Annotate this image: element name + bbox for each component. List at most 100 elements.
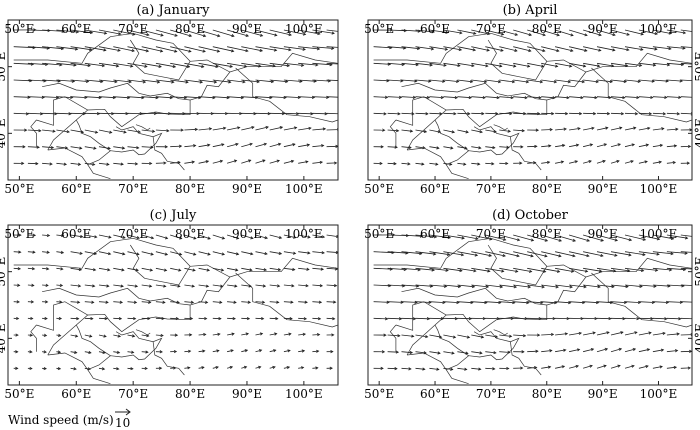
wind-vector <box>680 46 692 48</box>
wind-vector <box>269 365 276 369</box>
wind-vector <box>283 251 297 255</box>
lon-tick-label-top: 60°E <box>61 227 91 241</box>
wind-vector <box>241 349 249 353</box>
wind-vector <box>513 96 528 100</box>
wind-vector <box>652 143 664 148</box>
wind-vector <box>312 160 324 164</box>
wind-vector <box>373 366 384 370</box>
wind-vector <box>198 143 211 148</box>
wind-vector <box>227 111 243 116</box>
wind-vector <box>127 146 140 150</box>
wind-vector <box>184 46 206 53</box>
wind-vector <box>387 129 400 133</box>
wind-vector <box>499 316 514 321</box>
wind-vector <box>415 62 433 67</box>
wind-vector <box>127 316 137 321</box>
legend-arrowhead <box>125 408 131 416</box>
lon-tick-label-bottom: 90°E <box>232 182 262 196</box>
wind-vector <box>555 365 566 369</box>
wind-vector <box>269 284 281 288</box>
wind-vector <box>387 79 404 83</box>
wind-vector <box>610 317 626 321</box>
lon-tick-label-top: 70°E <box>476 22 506 36</box>
wind-vector <box>84 79 104 84</box>
wind-vector <box>624 317 640 321</box>
wind-vector <box>666 46 686 50</box>
wind-vector <box>298 284 309 288</box>
wind-vector <box>624 95 640 100</box>
wind-vector <box>443 162 453 166</box>
wind-vector <box>113 79 132 84</box>
wind-vector <box>56 350 62 354</box>
wind-vector <box>638 348 651 353</box>
wind-vector <box>443 95 459 100</box>
wind-vector <box>241 112 257 116</box>
wind-vector <box>387 317 403 321</box>
wind-vector <box>241 284 252 288</box>
wind-vector <box>541 332 555 337</box>
wind-vector <box>198 300 209 304</box>
wind-vector <box>255 284 267 288</box>
wind-vector <box>401 251 423 256</box>
wind-vector <box>326 128 338 132</box>
wind-vector <box>429 300 446 305</box>
wind-vector <box>457 162 467 166</box>
wind-vector <box>84 234 98 239</box>
wind-vector <box>13 112 30 116</box>
wind-vector <box>170 62 191 69</box>
country-border <box>87 164 111 180</box>
wind-vector <box>541 96 556 100</box>
wind-vector <box>429 112 443 116</box>
wind-vector <box>212 332 221 336</box>
wind-vector <box>42 145 55 150</box>
wind-vector <box>373 112 387 116</box>
wind-vector <box>170 251 183 256</box>
country-border <box>235 272 338 328</box>
wind-vector <box>680 301 692 303</box>
wind-vector <box>513 62 531 68</box>
lon-tick-label-bottom: 70°E <box>476 387 506 401</box>
wind-vector <box>27 145 40 149</box>
wind-vector <box>198 62 219 68</box>
wind-vector <box>27 129 42 133</box>
wind-vector <box>555 96 570 100</box>
wind-vector <box>680 29 692 32</box>
wind-vector <box>255 365 262 369</box>
wind-vector <box>141 62 162 68</box>
wind-vector <box>298 300 308 304</box>
wind-vector <box>610 251 632 257</box>
wind-vector <box>255 316 265 321</box>
wind-vector <box>198 46 221 53</box>
wind-vector <box>499 161 509 166</box>
wind-vector <box>212 62 234 68</box>
wind-vector <box>42 129 56 133</box>
wind-vector <box>127 300 138 304</box>
wind-vector <box>610 95 626 100</box>
wind-vector <box>198 29 221 38</box>
wind-vector <box>638 317 654 321</box>
lon-tick-label-top: 90°E <box>588 22 618 36</box>
country-border <box>395 276 587 333</box>
wind-vector <box>269 46 292 52</box>
wind-vector <box>541 144 552 148</box>
wind-vector <box>155 333 164 338</box>
wind-vector <box>513 145 524 149</box>
wind-vector <box>569 348 581 353</box>
country-border <box>487 244 548 286</box>
wind-vector <box>155 284 167 288</box>
wind-vector <box>227 62 248 68</box>
wind-vector <box>638 62 657 67</box>
wind-vector <box>113 234 126 239</box>
wind-vector <box>401 112 415 116</box>
wind-vector <box>269 317 279 321</box>
wind-vector <box>569 300 586 305</box>
wind-vector <box>184 284 196 288</box>
country-border <box>406 314 447 356</box>
wind-vector <box>485 316 501 321</box>
wind-vector <box>569 127 581 131</box>
wind-vector <box>42 46 65 51</box>
wind-vector <box>624 347 637 353</box>
country-border <box>487 39 548 81</box>
wind-vector <box>415 146 426 150</box>
lat-tick-label: 50°E <box>693 257 700 287</box>
